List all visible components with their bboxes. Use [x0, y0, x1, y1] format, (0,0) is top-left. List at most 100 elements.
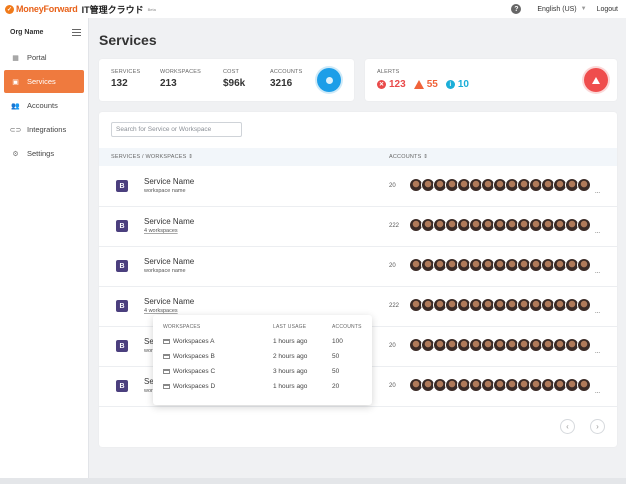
users-icon: 👥: [11, 102, 20, 110]
avatar[interactable]: [577, 378, 591, 392]
alerts-label: ALERTS: [377, 69, 400, 75]
account-count: 222: [389, 223, 400, 229]
workspace-name: workspace name: [144, 268, 186, 274]
warning-icon: [413, 80, 424, 89]
avatar-stack[interactable]: [409, 218, 591, 232]
service-name[interactable]: Service Name: [144, 217, 195, 226]
workspaces-link[interactable]: 4 workspaces: [144, 228, 178, 234]
table-row[interactable]: B Service Name 4 workspaces 222 ...: [99, 207, 617, 247]
logout-link[interactable]: Logout: [596, 5, 618, 13]
info-count: 10: [457, 79, 469, 90]
more-avatars[interactable]: ...: [595, 349, 601, 355]
language-select[interactable]: English (US) ▼: [537, 6, 586, 13]
last-usage: 3 hours ago: [273, 368, 308, 375]
table-header: SERVICES / WORKSPACES ⇕ ACCOUNTS ⇕: [99, 148, 617, 166]
sidebar-item-settings[interactable]: ⚙ Settings: [4, 142, 84, 165]
stat-label: ACCOUNTS: [270, 69, 303, 75]
service-logo: B: [116, 380, 128, 392]
org-name: Org Name: [10, 28, 44, 36]
stat-cost: COST $96k: [223, 69, 245, 89]
workspace-name: Workspaces D: [173, 383, 216, 390]
workspace-icon: [163, 338, 170, 344]
alert-errors[interactable]: ✕ 123: [377, 79, 406, 90]
avatar-stack[interactable]: [409, 178, 591, 192]
page-bottom-edge: [0, 478, 626, 484]
sidebar-item-portal[interactable]: ▦ Portal: [4, 46, 84, 69]
avatar-stack[interactable]: [409, 378, 591, 392]
stat-services: SERVICES 132: [111, 69, 140, 89]
last-usage: 1 hours ago: [273, 338, 308, 345]
more-avatars[interactable]: ...: [595, 309, 601, 315]
org-switcher[interactable]: Org Name: [0, 18, 88, 46]
collapse-menu-icon[interactable]: [72, 28, 81, 36]
top-bar: ✓ MoneyForward IT管理クラウド Beta ? English (…: [0, 0, 626, 18]
search-input[interactable]: [111, 122, 242, 137]
page-title: Services: [99, 32, 157, 48]
service-logo: B: [116, 340, 128, 352]
alerts-button[interactable]: [584, 68, 608, 92]
help-icon[interactable]: ?: [511, 4, 522, 14]
warning-icon: [592, 76, 600, 84]
workspace-icon: [163, 383, 170, 389]
brand-name: MoneyForward: [16, 4, 78, 14]
sidebar-item-label: Settings: [27, 149, 55, 158]
workspace-cell: Workspaces B: [163, 353, 215, 360]
service-logo: B: [116, 180, 128, 192]
column-header-services[interactable]: SERVICES / WORKSPACES ⇕: [111, 154, 194, 160]
beta-label: Beta: [147, 6, 156, 12]
avatar[interactable]: [577, 178, 591, 192]
stat-label: SERVICES: [111, 69, 141, 75]
more-avatars[interactable]: ...: [595, 229, 601, 235]
avatar-stack[interactable]: [409, 258, 591, 272]
logo-mark-icon: ✓: [5, 4, 14, 14]
workspace-cell: Workspaces C: [163, 368, 215, 375]
workspace-icon: [163, 353, 170, 359]
alert-info[interactable]: i 10: [445, 79, 469, 90]
sidebar-item-integrations[interactable]: ⊂⊃ Integrations: [4, 118, 84, 141]
alert-warnings[interactable]: 55: [413, 79, 438, 90]
account-count: 20: [332, 383, 340, 390]
next-page-button[interactable]: ›: [590, 419, 605, 434]
service-name[interactable]: Service Name: [144, 177, 195, 186]
popover-col-accounts: ACCOUNTS: [332, 324, 362, 330]
service-logo: B: [116, 220, 128, 232]
column-header-accounts[interactable]: ACCOUNTS ⇕: [389, 154, 428, 160]
avatar[interactable]: [577, 258, 591, 272]
account-count: 50: [332, 368, 340, 375]
language-label: English (US): [537, 5, 577, 13]
account-count: 100: [332, 338, 343, 345]
stat-value: 3216: [270, 78, 293, 89]
error-count: 123: [389, 79, 406, 90]
error-icon: ✕: [377, 80, 386, 89]
account-count: 20: [389, 383, 396, 389]
account-count: 50: [332, 353, 340, 360]
avatar[interactable]: [577, 298, 591, 312]
table-row[interactable]: B Service Name 4 workspaces 222 ...: [99, 287, 617, 327]
table-row[interactable]: B Service Name workspace name 20 ...: [99, 247, 617, 287]
service-name[interactable]: Service Name: [144, 257, 195, 266]
sidebar-item-services[interactable]: ▣ Services: [4, 70, 84, 93]
info-icon: i: [445, 80, 455, 89]
logo[interactable]: ✓ MoneyForward IT管理クラウド Beta: [5, 3, 156, 16]
stat-value: 213: [160, 78, 177, 89]
workspace-name: workspace name: [144, 188, 186, 194]
sidebar-item-accounts[interactable]: 👥 Accounts: [4, 94, 84, 117]
avatar[interactable]: [577, 218, 591, 232]
account-count: 20: [389, 263, 396, 269]
service-name[interactable]: Service Name: [144, 297, 195, 306]
product-name: IT管理クラウド: [81, 4, 144, 15]
workspace-cell: Workspaces D: [163, 383, 215, 390]
table-row[interactable]: B Service Name workspace name 20 ...: [99, 167, 617, 207]
more-avatars[interactable]: ...: [595, 189, 601, 195]
more-avatars[interactable]: ...: [595, 389, 601, 395]
stats-info-button[interactable]: [317, 68, 341, 92]
avatar-stack[interactable]: [409, 338, 591, 352]
avatar[interactable]: [577, 338, 591, 352]
last-usage: 2 hours ago: [273, 353, 308, 360]
prev-page-button[interactable]: ‹: [560, 419, 575, 434]
workspaces-link[interactable]: 4 workspaces: [144, 308, 178, 314]
workspace-icon: [163, 368, 170, 374]
grid-icon: ▦: [12, 54, 19, 62]
avatar-stack[interactable]: [409, 298, 591, 312]
more-avatars[interactable]: ...: [595, 269, 601, 275]
